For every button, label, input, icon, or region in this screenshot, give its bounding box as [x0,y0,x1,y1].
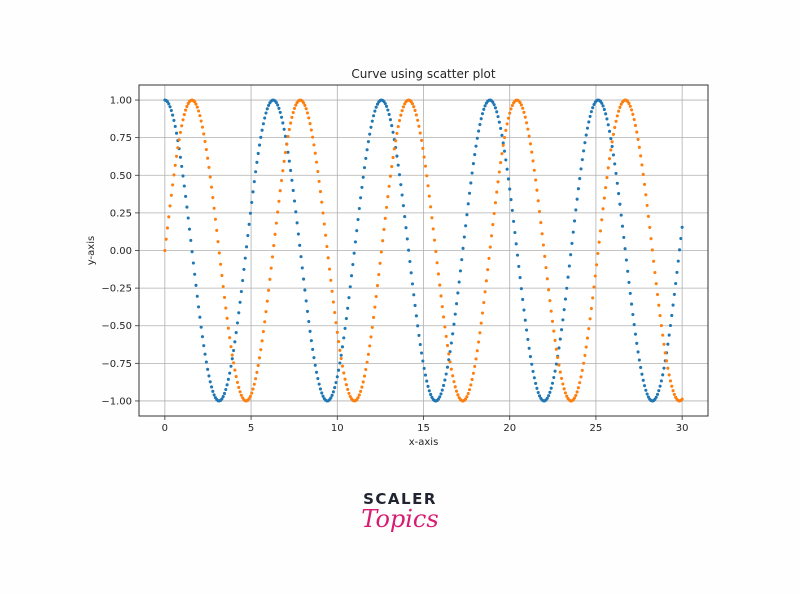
y-tick-label: 0.00 [110,246,132,257]
x-tick-label: 15 [417,423,430,434]
x-tick-label: 10 [331,423,344,434]
x-tick-label: 30 [676,423,689,434]
x-axis-label: x-axis [409,437,439,448]
axis-ticks: 0 5 10 15 20 25 30 1.00 0.75 0.50 0.25 0.00 −0.25 −0.… [101,96,688,434]
series-cos [163,98,684,403]
y-tick-label: 1.00 [110,96,132,107]
logo-text-scaler: SCALER [363,490,437,508]
x-tick-label: 5 [248,423,254,434]
grid-lines [139,85,708,416]
y-tick-label: −0.75 [101,359,132,370]
data-points [163,98,684,403]
y-tick-label: 0.75 [110,133,132,144]
y-tick-label: 0.50 [110,171,132,182]
y-tick-label: −1.00 [101,396,132,407]
x-tick-label: 20 [503,423,516,434]
chart-title: Curve using scatter plot [351,67,495,81]
series-sin [163,98,684,403]
y-axis-label: y-axis [86,236,97,265]
y-tick-label: −0.25 [101,284,132,295]
x-tick-label: 0 [162,423,168,434]
scaler-topics-logo: SCALER Topics [350,490,450,532]
y-tick-label: 0.25 [110,208,132,219]
y-tick-label: −0.50 [101,321,132,332]
x-tick-label: 25 [590,423,603,434]
logo-text-topics: Topics [361,505,439,533]
